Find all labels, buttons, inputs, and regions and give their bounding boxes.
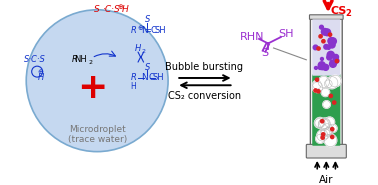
Circle shape [330, 60, 333, 63]
Circle shape [315, 78, 319, 81]
Text: SH: SH [155, 26, 167, 35]
Circle shape [323, 101, 330, 108]
Text: +: + [77, 71, 108, 105]
Circle shape [331, 127, 334, 131]
Circle shape [314, 119, 324, 128]
Circle shape [318, 119, 330, 130]
Circle shape [333, 54, 339, 60]
Circle shape [318, 62, 325, 69]
Circle shape [334, 58, 339, 63]
Circle shape [321, 120, 324, 123]
Circle shape [26, 10, 168, 152]
Circle shape [318, 119, 328, 129]
Text: Bubble bursting: Bubble bursting [166, 62, 243, 72]
Circle shape [319, 25, 324, 29]
Circle shape [314, 89, 317, 92]
Circle shape [313, 45, 318, 50]
Circle shape [331, 135, 334, 139]
Circle shape [330, 75, 341, 87]
Circle shape [327, 55, 332, 60]
FancyBboxPatch shape [312, 19, 341, 76]
Circle shape [318, 76, 330, 88]
Text: H: H [135, 44, 141, 53]
Circle shape [324, 117, 335, 127]
Text: ·C·S: ·C·S [102, 5, 120, 14]
Text: Microdroplet
(trace water): Microdroplet (trace water) [68, 125, 127, 144]
Text: S: S [144, 15, 150, 24]
Text: 2: 2 [345, 9, 351, 18]
Circle shape [313, 80, 321, 89]
Text: H: H [38, 73, 44, 82]
Text: S: S [144, 63, 150, 72]
Circle shape [324, 80, 332, 88]
Circle shape [329, 42, 335, 48]
Text: N: N [141, 73, 148, 83]
FancyBboxPatch shape [312, 74, 341, 146]
Circle shape [316, 134, 325, 143]
Circle shape [318, 65, 322, 69]
Circle shape [322, 133, 325, 136]
Circle shape [319, 35, 322, 38]
FancyBboxPatch shape [306, 144, 346, 158]
Circle shape [314, 67, 318, 69]
Circle shape [321, 28, 328, 35]
Circle shape [321, 124, 333, 136]
Text: S: S [261, 48, 268, 58]
Circle shape [333, 58, 338, 63]
FancyBboxPatch shape [310, 15, 343, 19]
Text: ⊕: ⊕ [38, 69, 44, 75]
Text: R: R [71, 55, 77, 64]
Text: C: C [149, 73, 155, 83]
Circle shape [329, 94, 333, 97]
Circle shape [325, 127, 332, 135]
Text: S·C·S: S·C·S [25, 55, 46, 64]
Text: R: R [130, 73, 136, 83]
Circle shape [312, 82, 323, 92]
Circle shape [317, 47, 320, 50]
Text: N: N [141, 26, 148, 35]
Circle shape [330, 60, 336, 67]
Circle shape [324, 128, 332, 136]
Text: H: H [131, 82, 136, 91]
Circle shape [328, 38, 335, 44]
Text: =C: =C [144, 26, 157, 35]
Circle shape [324, 29, 331, 36]
Text: CS₂ conversion: CS₂ conversion [168, 91, 241, 101]
Text: 2: 2 [141, 49, 146, 54]
Circle shape [330, 38, 336, 45]
Text: Air: Air [319, 175, 333, 185]
Circle shape [329, 124, 337, 132]
Circle shape [320, 118, 330, 129]
Circle shape [328, 33, 332, 36]
Text: ⊕: ⊕ [137, 25, 143, 31]
Circle shape [317, 130, 328, 141]
Circle shape [327, 51, 334, 58]
Circle shape [333, 101, 336, 104]
Text: RHN: RHN [240, 32, 264, 42]
Circle shape [321, 66, 324, 70]
Text: R: R [130, 26, 136, 35]
Text: CS: CS [331, 6, 347, 16]
Circle shape [324, 134, 337, 147]
Text: 2: 2 [89, 60, 93, 65]
Circle shape [327, 46, 330, 49]
Text: S: S [94, 5, 100, 14]
Circle shape [335, 59, 339, 63]
Text: SH: SH [152, 73, 164, 83]
Circle shape [317, 90, 320, 93]
Circle shape [321, 88, 330, 97]
Text: NH: NH [74, 55, 87, 64]
Circle shape [315, 117, 325, 128]
Circle shape [326, 77, 338, 89]
Circle shape [321, 136, 324, 139]
Circle shape [322, 40, 325, 43]
Circle shape [320, 129, 330, 139]
Circle shape [321, 58, 324, 60]
Text: SH: SH [279, 29, 294, 39]
Text: ⊕: ⊕ [117, 4, 123, 10]
Circle shape [323, 64, 329, 70]
Text: H: H [122, 5, 129, 14]
Circle shape [324, 44, 328, 49]
